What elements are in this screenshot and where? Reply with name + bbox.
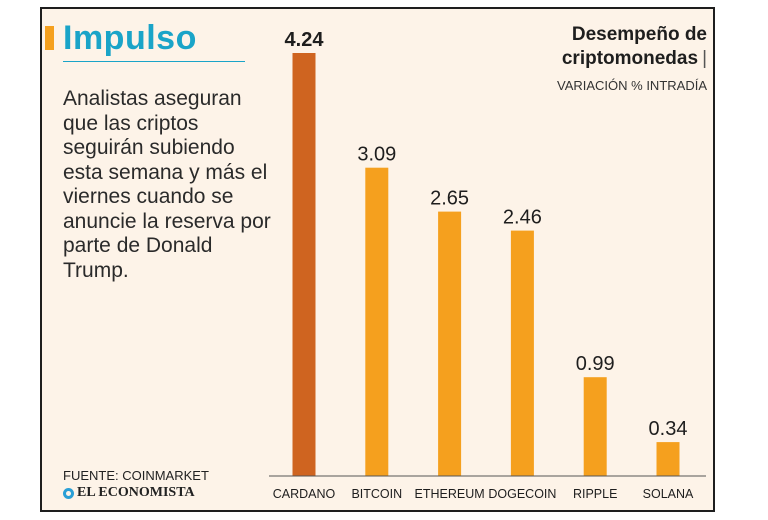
category-label-ethereum: ETHEREUM [415, 487, 485, 501]
brand-logo-block: EL ECONOMISTA [63, 485, 195, 501]
category-label-ripple: RIPPLE [573, 487, 617, 501]
value-label-solana: 0.34 [649, 418, 688, 440]
chart-title-line1: Desempeño de [571, 24, 707, 45]
headline: Impulso [63, 19, 197, 57]
category-label-bitcoin: BITCOIN [351, 487, 402, 501]
bar-cardano [292, 53, 316, 476]
title-pipe-divider: | [702, 48, 707, 69]
brand-circle-icon [63, 487, 74, 499]
value-label-ripple: 0.99 [576, 353, 615, 375]
category-label-cardano: CARDANO [273, 487, 336, 501]
headline-accent-bar [45, 26, 54, 50]
value-label-bitcoin: 3.09 [357, 144, 396, 166]
bar-bitcoin [365, 167, 389, 476]
bar-chart: 4.24 CARDANO 3.09 BITCOIN 2.65 ETHEREUM 2.46 DO… [269, 29, 706, 501]
value-label-cardano: 4.24 [285, 29, 325, 51]
chart-title: Desempeño de criptomonedas | [562, 23, 707, 71]
value-label-dogecoin: 2.46 [503, 207, 542, 229]
category-label-dogecoin: DOGECOIN [488, 487, 556, 501]
bar-dogecoin [510, 230, 534, 476]
chart-title-line2: criptomonedas [561, 48, 699, 69]
brand-name: EL ECONOMISTA [77, 485, 195, 500]
bar-ripple [583, 377, 607, 476]
value-label-ethereum: 2.65 [430, 188, 469, 210]
bar-solana [656, 442, 680, 476]
bar-ethereum [438, 211, 462, 476]
headline-rule [63, 61, 245, 62]
chart-subtitle: VARIACIÓN % INTRADÍA [556, 78, 707, 93]
infographic-frame: Impulso Analistas aseguran que las cript… [40, 7, 715, 512]
category-label-solana: SOLANA [643, 487, 694, 501]
source-note: FUENTE: COINMARKET [63, 468, 209, 483]
body-text: Analistas aseguran que las criptos segui… [63, 87, 271, 282]
